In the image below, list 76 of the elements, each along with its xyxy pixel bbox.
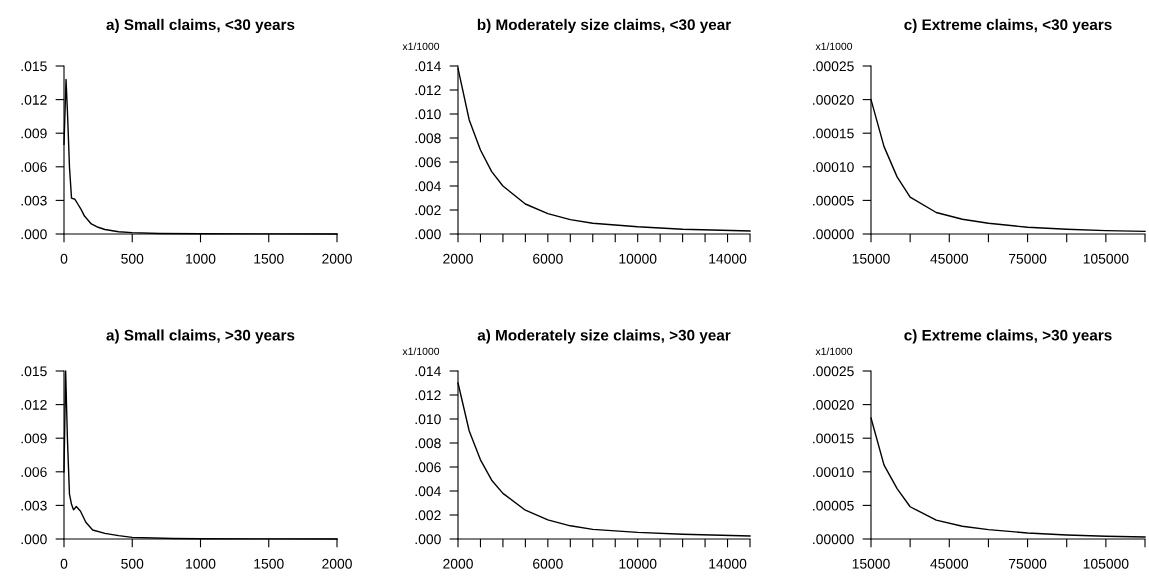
y-tick-label: .003 [21, 500, 47, 511]
text: x1/1000 [402, 347, 440, 356]
y-tick-label: .000 [415, 534, 441, 545]
x-tick-label: 10000 [619, 558, 657, 569]
x-tick-label: 15000 [852, 253, 890, 264]
x-tick-label: 14000 [709, 253, 747, 264]
text: x1/1000 [402, 42, 440, 51]
x-tick-label: 2000 [322, 253, 352, 264]
y-tick-label: .014 [415, 61, 441, 72]
y-tick-label: .00010 [813, 162, 854, 172]
y-tick-label: .010 [415, 414, 441, 425]
x-tick-label: 1500 [254, 558, 284, 569]
y-tick-label: .003 [21, 195, 47, 206]
y-tick-label: .00000 [813, 229, 854, 240]
y-tick-label: .000 [21, 229, 47, 240]
chart-title: c) Extreme claims, >30 years [904, 329, 1112, 344]
x-tick-label: 2000 [443, 558, 473, 569]
x-tick-label: 6000 [533, 253, 563, 264]
y-tick-label: .00015 [813, 433, 854, 444]
y-tick-label: .000 [21, 534, 47, 545]
chart-title: c) Extreme claims, <30 years [904, 18, 1112, 34]
x-tick-label: 1000 [186, 253, 216, 264]
x-tick-label: 45000 [930, 558, 969, 569]
y-tick-label: .002 [415, 510, 441, 521]
x-tick-label: 75000 [1008, 558, 1047, 569]
x-tick-label: 10000 [619, 253, 657, 264]
x-tick-label: 2000 [322, 558, 352, 569]
y-tick-label: .012 [415, 85, 441, 96]
y-tick-label: .00000 [813, 534, 854, 545]
x-tick-label: 0 [60, 253, 68, 264]
y-tick-label: .015 [21, 61, 47, 72]
y-tick-label: .002 [415, 205, 441, 216]
x-tick-label: 1000 [186, 558, 216, 569]
y-tick-label: .009 [21, 128, 47, 139]
y-tick-label: .009 [21, 433, 47, 444]
y-tick-label: .00020 [813, 399, 854, 410]
text: x1/1000 [815, 347, 853, 356]
chart-title: a) Small claims, >30 years [106, 329, 295, 344]
y-tick-label: .006 [415, 462, 441, 473]
y-tick-label: .00010 [813, 467, 854, 477]
y-tick-label: .008 [415, 438, 441, 449]
y-tick-label: .015 [21, 366, 47, 377]
y-tick-label: .014 [415, 366, 441, 377]
y-tick-label: .00005 [813, 500, 854, 511]
y-tick-label: .012 [21, 399, 47, 410]
y-tick-label: .00020 [813, 94, 854, 105]
x-tick-label: 15000 [852, 558, 890, 569]
y-tick-label: .006 [21, 467, 47, 477]
x-tick-label: 0 [60, 558, 68, 569]
x-tick-label: 45000 [930, 253, 969, 264]
y-tick-label: .004 [415, 486, 441, 497]
x-tick-label: 2000 [443, 253, 473, 264]
chart-title: a) Small claims, <30 years [106, 18, 295, 34]
y-tick-label: .008 [415, 133, 441, 144]
x-tick-label: 14000 [709, 558, 747, 569]
y-tick-label: .010 [415, 109, 441, 120]
y-tick-label: .006 [21, 162, 47, 172]
x-tick-label: 500 [121, 253, 144, 264]
x-tick-label: 105000 [1083, 253, 1129, 264]
y-tick-label: .00015 [813, 128, 854, 139]
chart-title: a) Moderately size claims, >30 year [477, 329, 731, 344]
y-tick-label: .00025 [813, 366, 854, 377]
y-tick-label: .00025 [813, 61, 854, 72]
y-tick-label: .006 [415, 157, 441, 168]
y-tick-label: .012 [21, 94, 47, 105]
x-tick-label: 75000 [1008, 253, 1047, 264]
y-tick-label: .004 [415, 181, 441, 192]
text: x1/1000 [815, 42, 853, 51]
x-tick-label: 1500 [254, 253, 284, 264]
x-tick-label: 105000 [1083, 558, 1129, 569]
chart-title: b) Moderately size claims, <30 year [477, 18, 731, 34]
y-tick-label: .012 [415, 390, 441, 401]
x-tick-label: 6000 [533, 558, 563, 569]
x-tick-label: 500 [121, 558, 144, 569]
y-tick-label: .000 [415, 229, 441, 240]
y-tick-label: .00005 [813, 195, 854, 206]
